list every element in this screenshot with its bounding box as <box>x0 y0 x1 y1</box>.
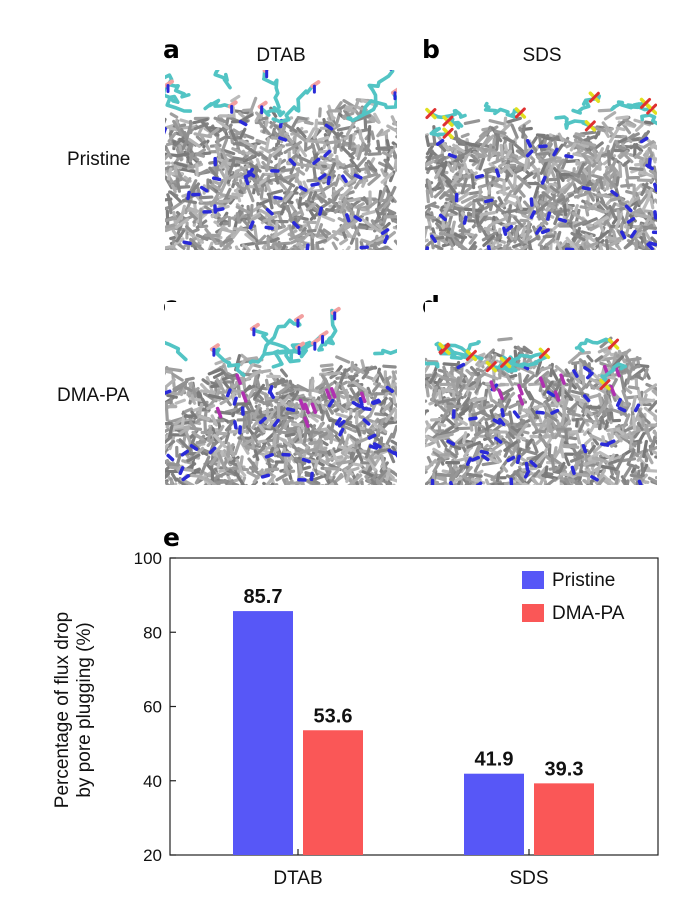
data-label-dma-pa-sds: 39.3 <box>545 758 584 780</box>
bar-chart: 20 40 60 80 100 DTAB SDS 85.7 53.6 41.9 39.3 Pris… <box>52 549 659 889</box>
y-tick-label: 60 <box>143 698 162 717</box>
y-axis-label-line1: Percentage of flux drop <box>52 612 73 808</box>
data-label-pristine-sds: 41.9 <box>475 749 514 771</box>
panel-letter-b: b <box>422 35 440 64</box>
y-tick-label: 100 <box>134 549 162 568</box>
bar-pristine-dtab <box>233 611 293 855</box>
snapshot-sds-pristine <box>425 70 657 250</box>
legend-label-pristine: Pristine <box>552 570 615 591</box>
data-label-dma-pa-dtab: 53.6 <box>314 705 353 727</box>
y-tick-label: 80 <box>143 623 162 642</box>
snapshot-sds-dmapa <box>425 302 657 485</box>
column-title-sds: SDS <box>522 45 562 66</box>
data-label-pristine-dtab: 85.7 <box>244 586 283 608</box>
x-tick-label-dtab: DTAB <box>273 868 322 889</box>
bar-dma-pa-sds <box>534 783 594 855</box>
legend-swatch-pristine <box>522 571 544 589</box>
row-label-dmapa: DMA-PA <box>57 385 130 406</box>
y-tick-label: 40 <box>143 772 162 791</box>
y-axis-label-line2: by pore plugging (%) <box>74 622 95 797</box>
panel-letter-e: e <box>163 523 180 552</box>
row-label-pristine: Pristine <box>67 149 131 170</box>
snapshot-dtab-pristine <box>165 70 397 250</box>
snapshot-dtab-dmapa <box>165 302 397 485</box>
x-tick-label-sds: SDS <box>509 868 548 889</box>
column-title-dtab: DTAB <box>256 45 306 66</box>
legend-label-dma-pa: DMA-PA <box>552 603 625 624</box>
legend-swatch-dma-pa <box>522 604 544 622</box>
panel-letter-a: a <box>163 35 180 64</box>
bar-pristine-sds <box>464 773 524 855</box>
y-tick-label: 20 <box>143 846 162 865</box>
bar-dma-pa-dtab <box>303 730 363 855</box>
